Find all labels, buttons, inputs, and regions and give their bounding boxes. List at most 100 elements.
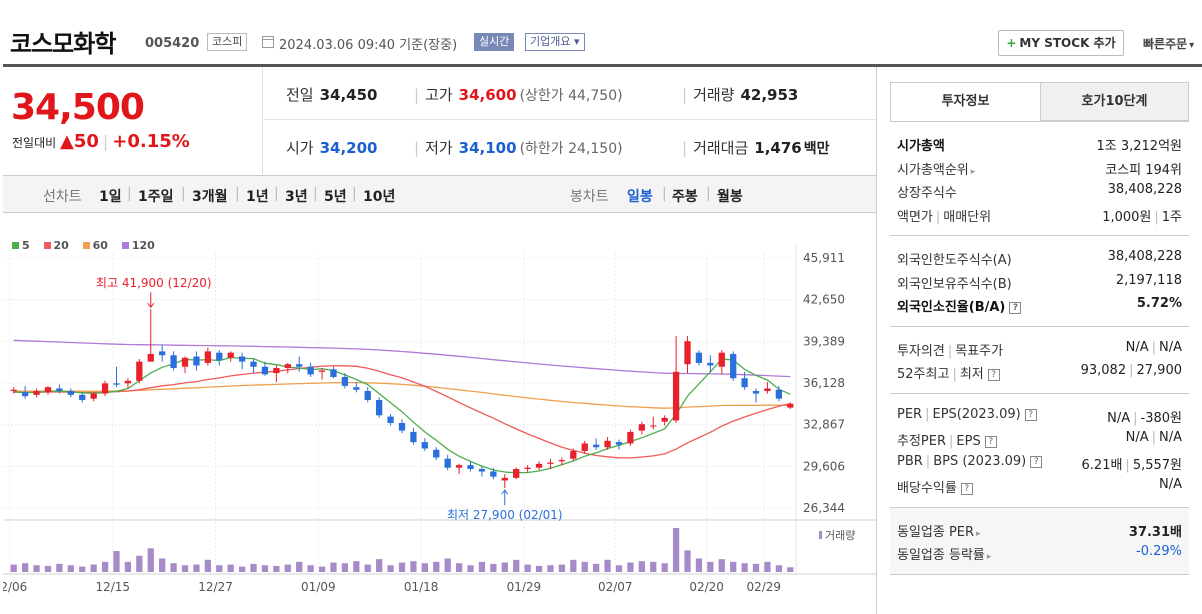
add-mystock-button[interactable]: + MY STOCK 추가 [998, 30, 1124, 56]
candle-body [353, 387, 360, 390]
candle-body [296, 364, 303, 367]
info-row-foreign-ratio: 외국인소진율(B/A)? 5.72% [897, 296, 1182, 315]
candle-body [752, 391, 760, 394]
volume-bar [376, 559, 383, 572]
legend-ma120: 120 [121, 239, 155, 252]
stat-high: | 고가 34,600 (상한가 44,750) [414, 86, 623, 104]
period-3m[interactable]: 3개월 [192, 189, 228, 205]
volume-bar [718, 559, 725, 572]
candle-body [547, 462, 554, 464]
help-icon[interactable]: ? [987, 369, 1000, 381]
volume-bar [467, 565, 474, 572]
volume-bar [547, 565, 554, 572]
realtime-badge[interactable]: 실시간 [474, 33, 515, 51]
info-row-cap-rank[interactable]: 시가총액순위 ▸ 코스피 194위 [897, 162, 1182, 178]
info-row-foreign-limit: 외국인한도주식수(A) 38,408,228 [897, 249, 1182, 268]
period-1w[interactable]: 1주일 [138, 189, 174, 205]
stat-low: | 저가 34,100 (하한가 24,150) [414, 139, 623, 157]
chart-legend: 5 20 60 120 [12, 239, 165, 252]
volume-bar [21, 563, 29, 572]
volume-bar [752, 563, 760, 572]
volume-bar [204, 559, 211, 572]
x-tick-label: 12/27 [198, 580, 233, 594]
volume-bar [455, 563, 463, 572]
candle-body [181, 357, 189, 367]
legend-swatch [43, 242, 51, 249]
volume-legend-swatch [819, 531, 822, 539]
y-tick-label: 45,911 [803, 251, 845, 265]
candle-body [410, 431, 417, 443]
volume-bar [433, 561, 440, 572]
calendar-icon [262, 36, 274, 48]
legend-swatch [121, 242, 129, 249]
info-row-est-per: 추정PER | EPS? N/A | N/A [897, 430, 1182, 449]
volume-bar [364, 564, 371, 572]
stat-volume: | 거래량 42,953 [682, 86, 799, 104]
market-badge: 코스피 [207, 33, 248, 51]
candle-body [581, 443, 588, 452]
candle-body [684, 341, 691, 365]
plus-icon: + [1006, 36, 1017, 50]
info-row-per: PER | EPS(2023.09)? N/A | -380원 [897, 406, 1182, 426]
info-tabs: 투자정보 호가10단계 [890, 82, 1189, 122]
candle-body [284, 364, 291, 369]
low-arrow [501, 489, 509, 506]
help-icon[interactable]: ? [960, 483, 973, 495]
info-row-industry-change[interactable]: 동일업종 등락률 ▸ -0.29% [897, 544, 1182, 563]
volume-bar [627, 562, 634, 572]
tab-order-book[interactable]: 호가10단계 [1040, 83, 1188, 121]
candle-body [147, 353, 154, 362]
period-3y[interactable]: 3년 [285, 189, 308, 205]
tab-invest-info[interactable]: 투자정보 [891, 83, 1040, 121]
candle-body [513, 468, 520, 478]
help-icon[interactable]: ? [984, 436, 997, 448]
volume-bar [387, 565, 394, 572]
ma20-line [13, 365, 791, 459]
volume-bar [695, 558, 703, 572]
candle-body [238, 356, 246, 362]
candle-body [273, 368, 280, 374]
info-row-industry-per[interactable]: 동일업종 PER ▸ 37.31배 [897, 524, 1182, 540]
volume-bar [398, 562, 406, 572]
stock-header: 코스모화학 005420 코스피 2024.03.06 09:40 기준(장중)… [0, 0, 1202, 64]
candle-body [193, 356, 200, 366]
help-icon[interactable]: ? [1024, 408, 1037, 421]
volume-bar [593, 563, 600, 572]
period-10y[interactable]: 10년 [363, 189, 396, 205]
volume-bar [775, 565, 783, 572]
price-change: 전일대비 ▲50 | +0.15% [12, 131, 190, 152]
info-row-pbr: PBR | BPS (2023.09)? 6.21배 | 5,557원 [897, 453, 1182, 473]
candle-body [204, 351, 211, 363]
volume-bar [10, 564, 17, 572]
candle-monthly[interactable]: 월봉 [717, 189, 743, 205]
volume-bar [650, 561, 657, 572]
candle-body [741, 378, 748, 388]
y-tick-label: 32,867 [803, 418, 845, 432]
quick-order-button[interactable]: 빠른주문 [1143, 35, 1194, 52]
volume-bar [707, 561, 714, 572]
volume-bar [478, 561, 486, 572]
candle-daily[interactable]: 일봉 [627, 189, 653, 205]
stock-chart[interactable]: 5 20 60 120 45,911 42,650 39,389 36,128 32,8… [0, 214, 876, 614]
help-icon[interactable]: ? [1009, 302, 1022, 314]
volume-bar [661, 563, 668, 572]
period-5y[interactable]: 5년 [324, 189, 347, 205]
candle-body [672, 371, 680, 421]
volume-bar [307, 565, 314, 572]
y-tick-label: 42,650 [803, 293, 845, 307]
candle-weekly[interactable]: 주봉 [672, 189, 698, 205]
candle-body [707, 362, 714, 366]
volume-bar [124, 561, 132, 572]
period-1y[interactable]: 1년 [246, 189, 269, 205]
low-annotation: 최저 27,900 (02/01) [447, 508, 563, 522]
corp-summary-dropdown[interactable]: 기업개요 ▾ [525, 33, 585, 51]
candle-body [593, 444, 600, 448]
x-tick-label: 12/06 [3, 580, 27, 594]
volume-bar [535, 565, 543, 572]
stat-prev: 전일 34,450 [286, 86, 378, 104]
candle-body [787, 403, 794, 408]
candle-body [524, 467, 531, 469]
period-1d[interactable]: 1일 [99, 189, 122, 205]
candle-body [570, 451, 577, 459]
help-icon[interactable]: ? [1030, 455, 1043, 468]
